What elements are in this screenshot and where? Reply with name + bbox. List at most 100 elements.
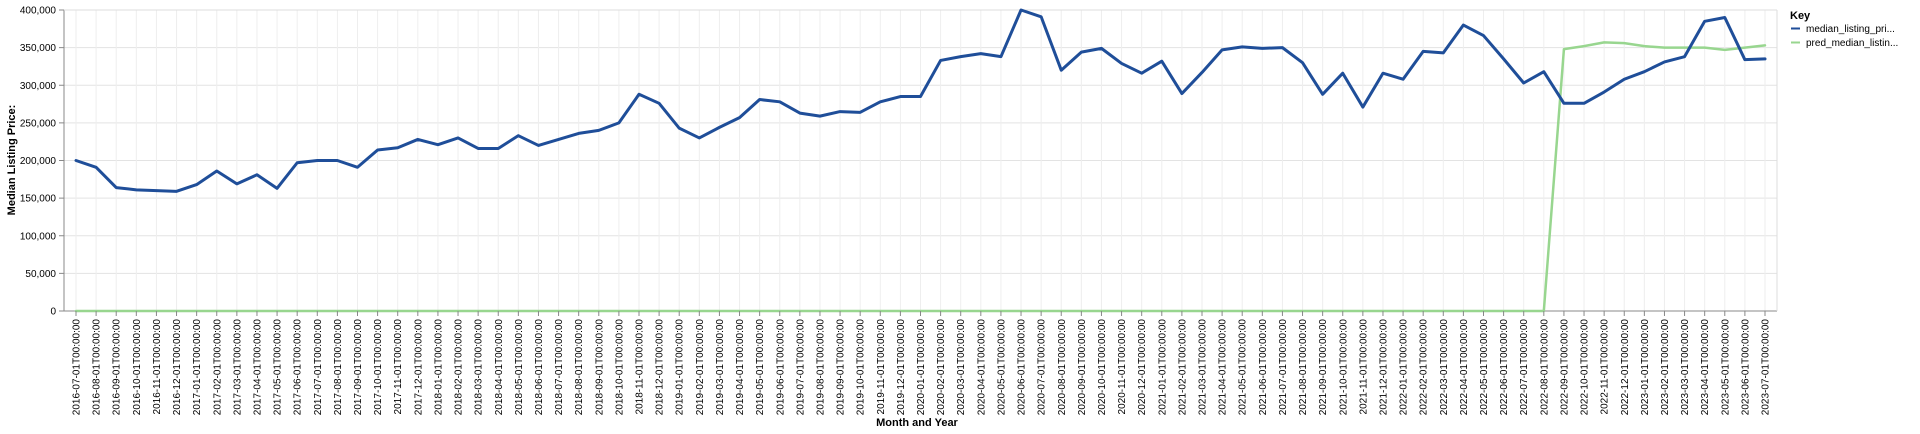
x-tick-label: 2016-07-01T00:00:00 <box>72 319 83 416</box>
x-tick-label: 2018-06-01T00:00:00 <box>534 319 545 416</box>
x-tick-label: 2019-05-01T00:00:00 <box>755 319 766 416</box>
y-tick-label: 100,000 <box>20 231 57 242</box>
x-tick-label: 2017-11-01T00:00:00 <box>393 319 404 415</box>
x-tick-label: 2021-01-01T00:00:00 <box>1157 319 1168 416</box>
x-tick-label: 2021-08-01T00:00:00 <box>1298 319 1309 416</box>
x-tick-label: 2023-04-01T00:00:00 <box>1700 319 1711 416</box>
x-tick-label: 2019-04-01T00:00:00 <box>735 319 746 416</box>
x-tick-label: 2021-11-01T00:00:00 <box>1358 319 1369 415</box>
x-tick-label: 2022-02-01T00:00:00 <box>1419 319 1430 416</box>
x-tick-label: 2021-09-01T00:00:00 <box>1318 319 1329 416</box>
x-tick-label: 2019-01-01T00:00:00 <box>675 319 686 416</box>
x-tick-label: 2018-11-01T00:00:00 <box>635 319 646 415</box>
gridlines <box>64 9 1777 312</box>
y-tick-label: 300,000 <box>20 81 57 92</box>
x-tick-label: 2022-06-01T00:00:00 <box>1499 319 1510 416</box>
x-tick-label: 2019-07-01T00:00:00 <box>795 319 806 416</box>
x-tick-label: 2021-06-01T00:00:00 <box>1258 319 1269 416</box>
x-tick-label: 2022-10-01T00:00:00 <box>1580 319 1591 416</box>
y-tick-label: 200,000 <box>20 156 57 167</box>
x-axis-ticks: 2016-07-01T00:00:00 2016-08-01T00:00:00 20… <box>72 311 1772 415</box>
y-tick-label: 350,000 <box>20 43 57 54</box>
x-tick-label: 2017-03-01T00:00:00 <box>232 319 243 416</box>
x-tick-label: 2020-04-01T00:00:00 <box>976 319 987 416</box>
x-tick-label: 2018-03-01T00:00:00 <box>474 319 485 416</box>
y-axis-ticks: 0 50,000 100,000 150,000 200,000 250,000 300,0… <box>20 6 64 318</box>
x-tick-label: 2020-01-01T00:00:00 <box>916 319 927 416</box>
x-tick-label: 2018-01-01T00:00:00 <box>433 319 444 416</box>
x-tick-label: 2023-05-01T00:00:00 <box>1720 319 1731 416</box>
x-tick-label: 2023-07-01T00:00:00 <box>1761 319 1772 416</box>
x-tick-label: 2016-08-01T00:00:00 <box>92 319 103 416</box>
x-tick-label: 2021-07-01T00:00:00 <box>1278 319 1289 416</box>
x-tick-label: 2020-12-01T00:00:00 <box>1137 319 1148 416</box>
x-tick-label: 2022-09-01T00:00:00 <box>1559 319 1570 416</box>
x-axis-title: Month and Year <box>876 417 958 429</box>
y-tick-label: 400,000 <box>20 6 57 17</box>
x-tick-label: 2020-06-01T00:00:00 <box>1017 319 1028 416</box>
x-tick-label: 2021-02-01T00:00:00 <box>1177 319 1188 416</box>
x-tick-label: 2018-08-01T00:00:00 <box>574 319 585 416</box>
x-tick-label: 2022-11-01T00:00:00 <box>1600 319 1611 415</box>
x-tick-label: 2020-02-01T00:00:00 <box>936 319 947 416</box>
legend: Key median_listing_pri... pred_median_lis… <box>1790 10 1898 49</box>
x-tick-label: 2022-03-01T00:00:00 <box>1439 319 1450 416</box>
x-tick-label: 2017-08-01T00:00:00 <box>333 319 344 416</box>
x-tick-label: 2016-09-01T00:00:00 <box>112 319 123 416</box>
x-tick-label: 2023-01-01T00:00:00 <box>1640 319 1651 416</box>
x-tick-label: 2018-02-01T00:00:00 <box>454 319 465 416</box>
x-tick-label: 2018-05-01T00:00:00 <box>514 319 525 416</box>
x-tick-label: 2016-11-01T00:00:00 <box>152 319 163 415</box>
x-tick-label: 2020-07-01T00:00:00 <box>1037 319 1048 416</box>
legend-items: median_listing_pri... pred_median_listin.… <box>1791 24 1898 49</box>
x-tick-label: 2017-05-01T00:00:00 <box>273 319 284 416</box>
x-tick-label: 2017-10-01T00:00:00 <box>373 319 384 416</box>
x-tick-label: 2017-02-01T00:00:00 <box>212 319 223 416</box>
x-tick-label: 2018-10-01T00:00:00 <box>614 319 625 416</box>
x-tick-label: 2020-05-01T00:00:00 <box>996 319 1007 416</box>
x-tick-label: 2022-12-01T00:00:00 <box>1620 319 1631 416</box>
x-tick-label: 2016-12-01T00:00:00 <box>172 319 183 416</box>
series-line-median-listing-price <box>74 8 1767 193</box>
x-tick-label: 2021-10-01T00:00:00 <box>1338 319 1349 416</box>
x-tick-label: 2020-08-01T00:00:00 <box>1057 319 1068 416</box>
x-tick-label: 2023-06-01T00:00:00 <box>1740 319 1751 416</box>
x-tick-label: 2016-10-01T00:00:00 <box>132 319 143 416</box>
x-tick-label: 2019-03-01T00:00:00 <box>715 319 726 416</box>
x-tick-label: 2019-11-01T00:00:00 <box>876 319 887 415</box>
y-tick-label: 250,000 <box>20 118 57 129</box>
x-tick-label: 2021-04-01T00:00:00 <box>1218 319 1229 416</box>
x-tick-label: 2020-09-01T00:00:00 <box>1077 319 1088 416</box>
x-tick-label: 2019-12-01T00:00:00 <box>896 319 907 416</box>
x-tick-label: 2023-03-01T00:00:00 <box>1680 319 1691 416</box>
x-tick-label: 2019-09-01T00:00:00 <box>836 319 847 416</box>
x-tick-label: 2019-10-01T00:00:00 <box>856 319 867 416</box>
y-tick-label: 150,000 <box>20 194 57 205</box>
x-tick-label: 2017-01-01T00:00:00 <box>192 319 203 416</box>
x-tick-label: 2018-07-01T00:00:00 <box>554 319 565 416</box>
x-tick-label: 2021-12-01T00:00:00 <box>1378 319 1389 416</box>
x-tick-label: 2021-05-01T00:00:00 <box>1238 319 1249 416</box>
x-tick-label: 2017-06-01T00:00:00 <box>293 319 304 416</box>
y-tick-label: 0 <box>50 307 56 318</box>
y-tick-label: 50,000 <box>25 269 56 280</box>
x-tick-label: 2017-04-01T00:00:00 <box>252 319 263 416</box>
x-tick-label: 2017-12-01T00:00:00 <box>413 319 424 416</box>
x-tick-label: 2022-05-01T00:00:00 <box>1479 319 1490 416</box>
x-tick-label: 2019-06-01T00:00:00 <box>775 319 786 416</box>
legend-label: median_listing_pri... <box>1806 24 1895 35</box>
x-tick-label: 2022-01-01T00:00:00 <box>1399 319 1410 416</box>
x-tick-label: 2020-03-01T00:00:00 <box>956 319 967 416</box>
x-tick-label: 2022-07-01T00:00:00 <box>1519 319 1530 416</box>
x-tick-label: 2018-09-01T00:00:00 <box>594 319 605 416</box>
x-tick-label: 2022-08-01T00:00:00 <box>1539 319 1550 416</box>
x-tick-label: 2020-10-01T00:00:00 <box>1097 319 1108 416</box>
x-tick-label: 2023-02-01T00:00:00 <box>1660 319 1671 416</box>
legend-label: pred_median_listin... <box>1806 38 1898 49</box>
x-tick-label: 2022-04-01T00:00:00 <box>1459 319 1470 416</box>
x-tick-label: 2017-07-01T00:00:00 <box>313 319 324 416</box>
x-tick-label: 2021-03-01T00:00:00 <box>1198 319 1209 416</box>
x-tick-label: 2020-11-01T00:00:00 <box>1117 319 1128 415</box>
legend-title: Key <box>1790 10 1811 22</box>
